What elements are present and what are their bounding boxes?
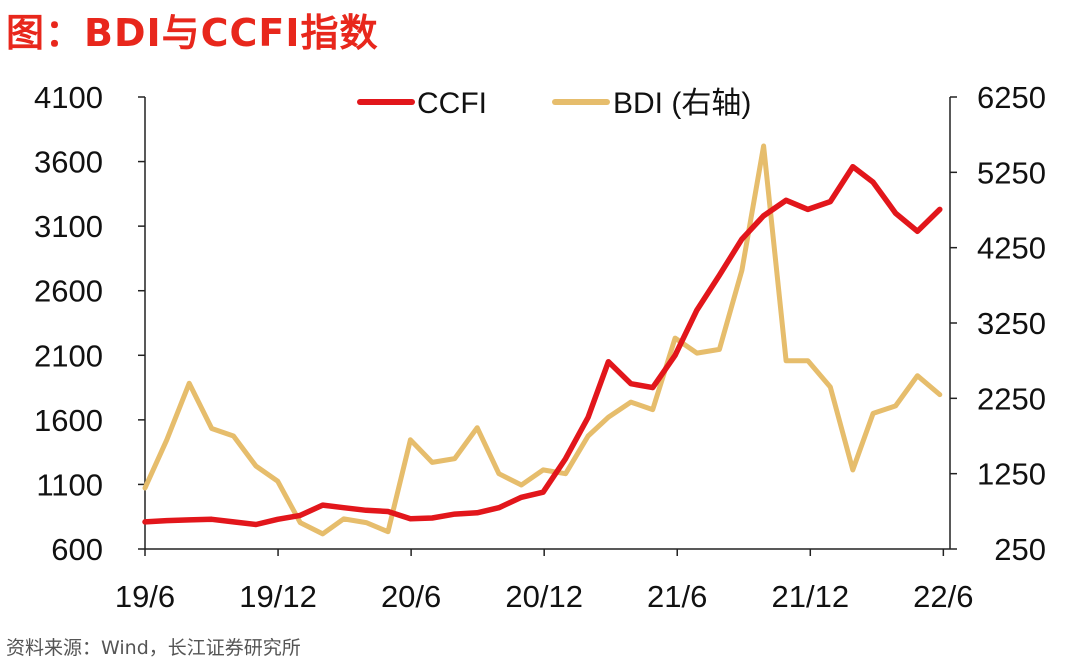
y-left-tick-label: 1600 (34, 403, 103, 438)
legend-label-bdi: BDI (右轴) (613, 87, 751, 120)
x-tick-label: 21/12 (772, 579, 850, 614)
y-right-tick-label: 1250 (977, 457, 1046, 492)
series-line-bdi (142, 143, 943, 537)
y-left-tick-label: 600 (51, 532, 103, 567)
y-left-tick-label: 3600 (34, 145, 103, 180)
y-right-tick-label: 6250 (977, 80, 1046, 115)
y-left-tick-label: 1100 (36, 467, 103, 502)
chart-legend: CCFI BDI (右轴) (357, 87, 751, 120)
series-layer (142, 143, 943, 537)
y-right-tick-label: 3250 (977, 306, 1046, 341)
x-tick-label: 19/6 (115, 579, 175, 614)
y-left-tick-label: 3100 (34, 209, 103, 244)
chart-axes: 600 1100 1600 2100 2600 3100 3600 4100 250 1250 22… (34, 80, 1046, 614)
source-note: 资料来源：Wind，长江证券研究所 (6, 637, 301, 659)
y-right-tick-label: 5250 (977, 155, 1046, 190)
x-tick-label: 20/6 (381, 579, 441, 614)
x-tick-label: 22/6 (913, 579, 973, 614)
legend-label-ccfi: CCFI (417, 87, 487, 120)
x-tick-label: 20/12 (505, 579, 583, 614)
y-left-tick-label: 4100 (34, 80, 103, 115)
y-right-tick-label: 4250 (977, 231, 1046, 266)
y-right-tick-label: 250 (994, 532, 1046, 567)
chart-title: 图：BDI与CCFI指数 (6, 11, 379, 55)
y-left-tick-label: 2600 (34, 274, 103, 309)
x-tick-label: 19/12 (239, 579, 317, 614)
y-left-tick-label: 2100 (34, 338, 103, 373)
y-right-tick-label: 2250 (977, 381, 1046, 416)
x-tick-label: 21/6 (647, 579, 707, 614)
series-line-ccfi (142, 163, 943, 528)
